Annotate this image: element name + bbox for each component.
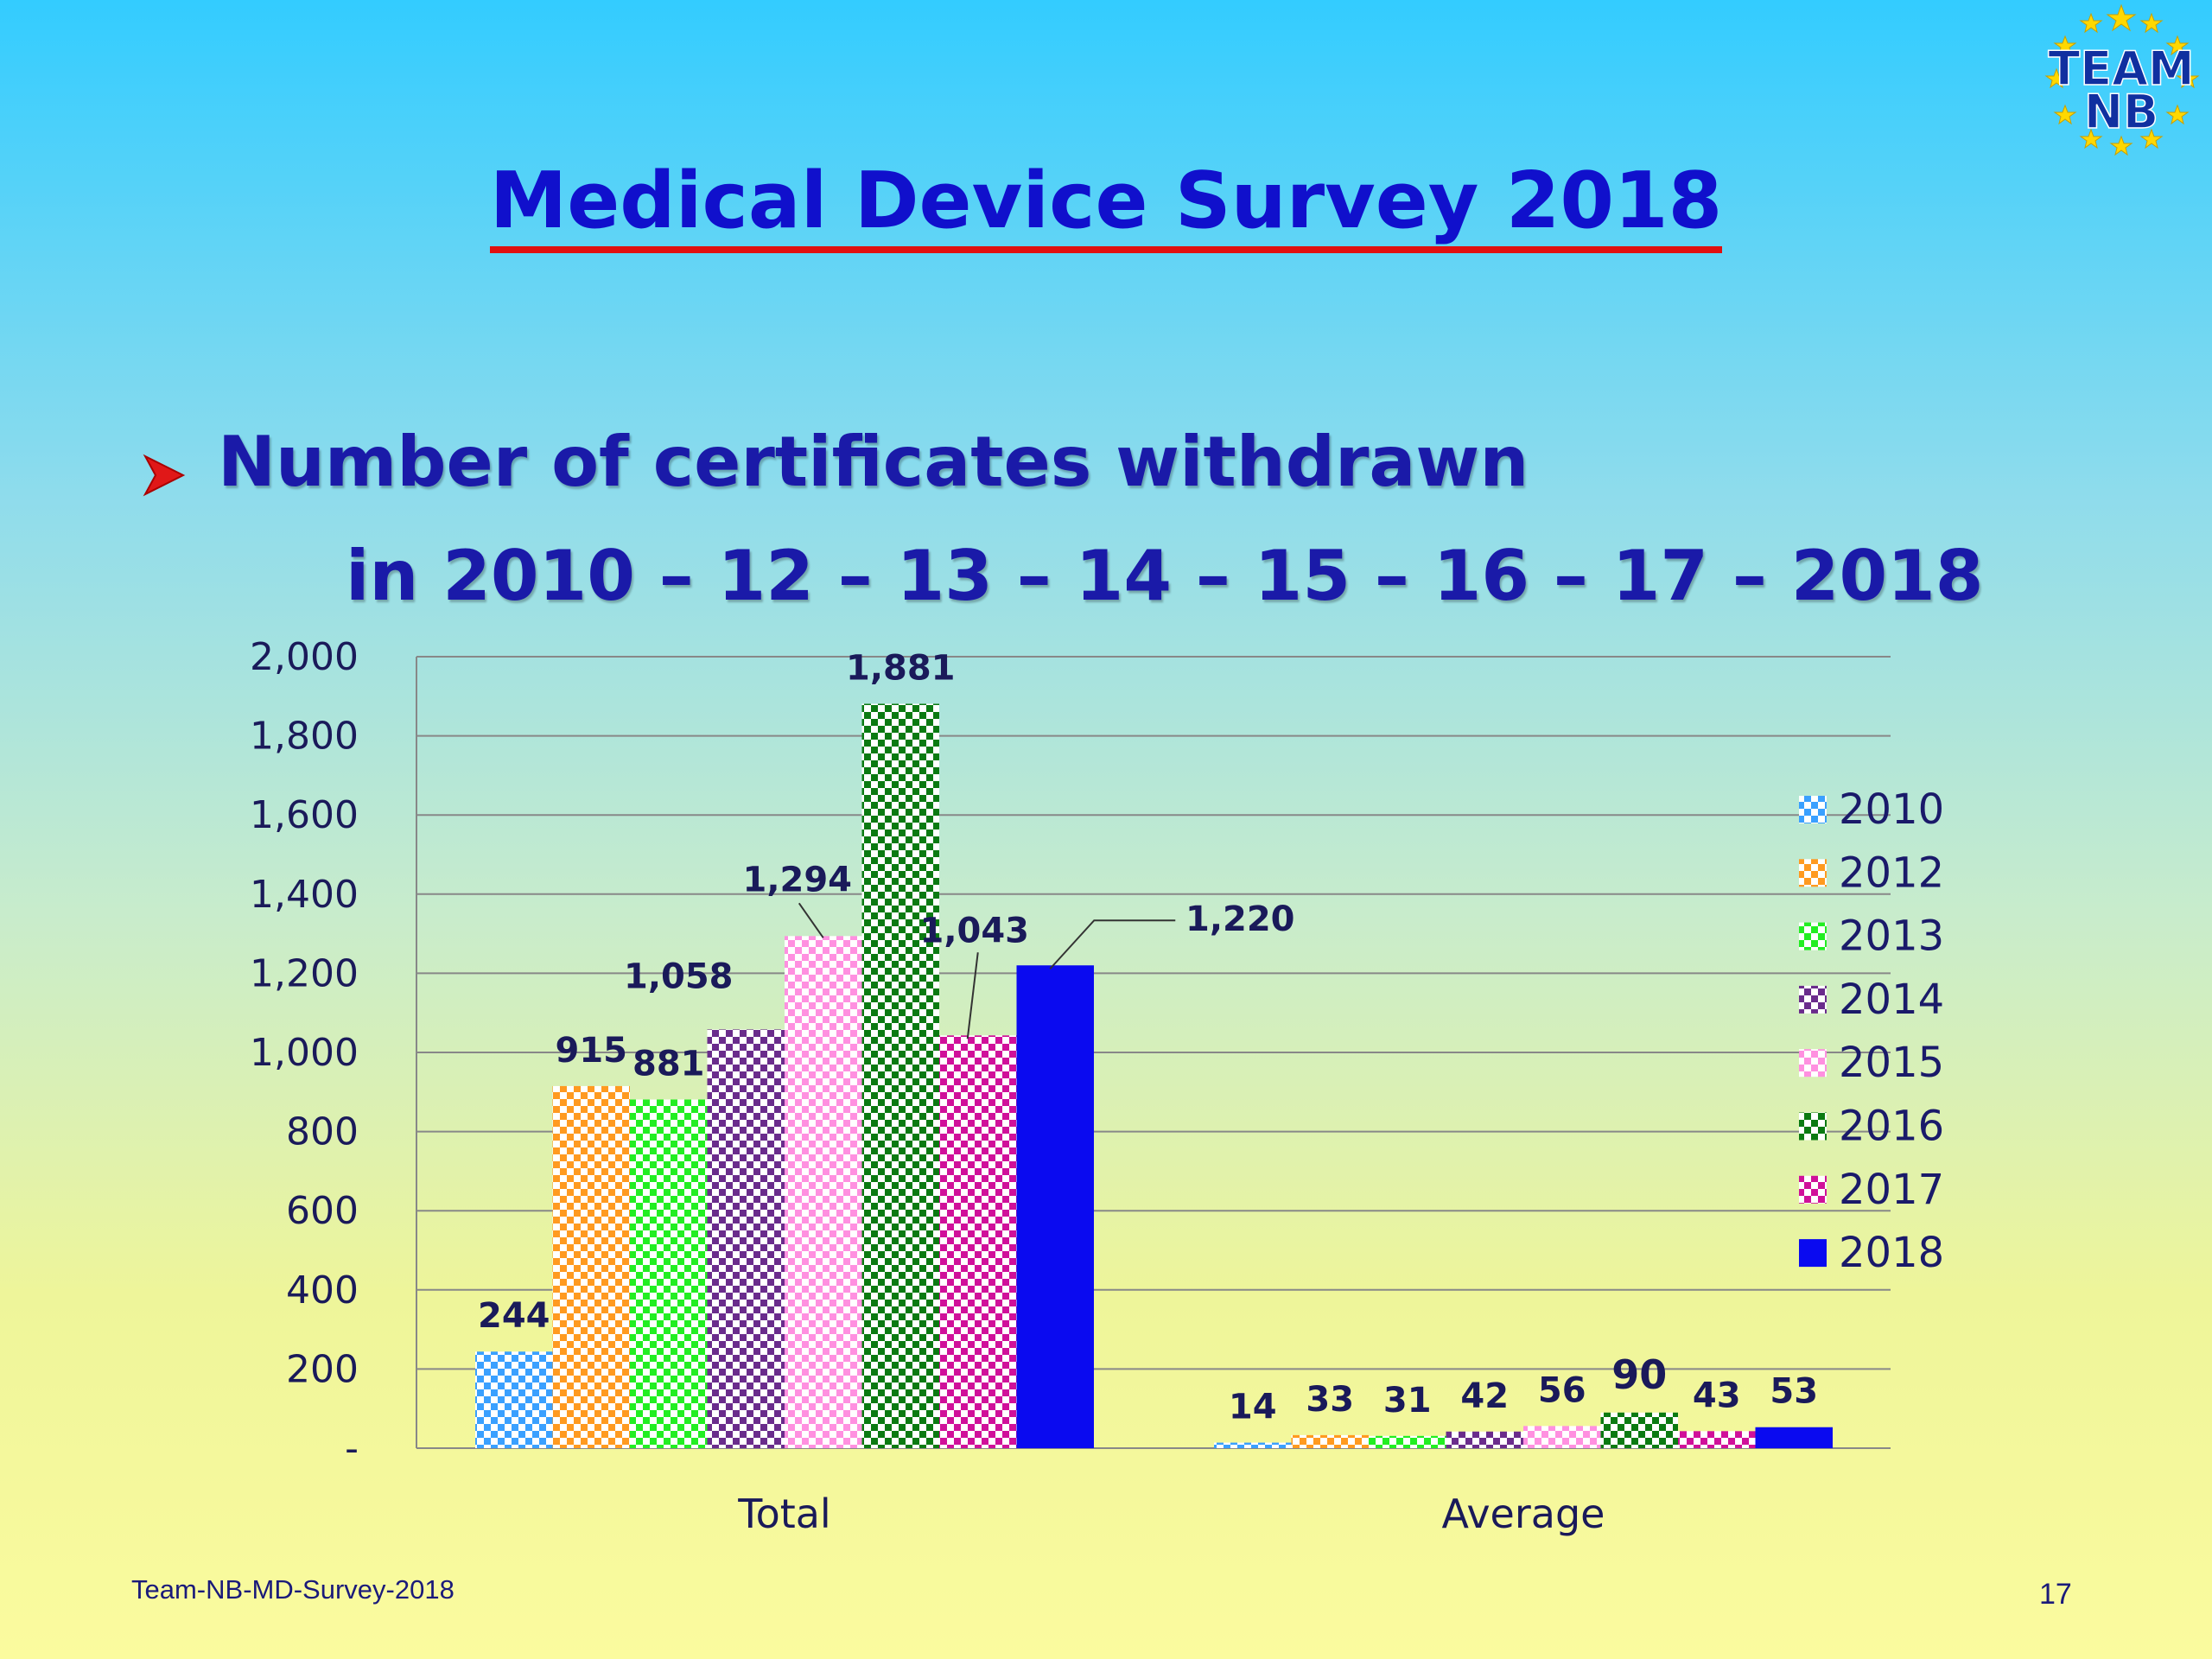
- bar-average-2018: [1755, 1427, 1833, 1448]
- data-label: 33: [1306, 1380, 1354, 1420]
- data-label: 53: [1770, 1372, 1818, 1412]
- data-label: 881: [632, 1045, 705, 1084]
- bar-average-2013: [1369, 1435, 1446, 1448]
- y-tick-label: 1,000: [250, 1031, 359, 1075]
- legend-swatch-2014: [1799, 985, 1827, 1014]
- footer-source: Team-NB-MD-Survey-2018: [131, 1574, 454, 1605]
- x-axis-categories: Total Average: [737, 1491, 1605, 1537]
- slide-title: Medical Device Survey 2018: [0, 156, 2212, 253]
- leader-line: [798, 902, 824, 938]
- bar-total-2017: [939, 1035, 1017, 1448]
- bar-total-2010: [475, 1351, 553, 1448]
- legend-label: 2010: [1839, 785, 1944, 834]
- chart-legend: 2010 2012 2013 2014 2015 2016 2017 2018: [1799, 785, 1944, 1277]
- bar-total-2018: [1016, 965, 1094, 1448]
- y-axis-ticks: - 200 400 600 800 1,000 1,200 1,400 1,600 1,800 2,…: [250, 635, 359, 1471]
- bar-total-2015: [785, 936, 862, 1448]
- data-labels: 244 915 881 1,058 1,294 1,881 1,043 1,220 14 33 31…: [478, 649, 1818, 1427]
- data-label: 1,294: [742, 860, 852, 899]
- category-label: Total: [737, 1491, 830, 1537]
- data-label: 43: [1693, 1376, 1741, 1415]
- legend-label: 2013: [1839, 912, 1944, 961]
- data-label: 1,881: [846, 649, 956, 689]
- logo-text-bottom: NB: [2084, 85, 2158, 139]
- bullet-arrow-icon: [138, 437, 190, 518]
- data-label: 1,058: [624, 957, 734, 996]
- y-tick-label: 1,200: [250, 951, 359, 995]
- chart-bars: [475, 703, 1833, 1448]
- data-label: 42: [1460, 1376, 1509, 1416]
- bar-average-2010: [1214, 1442, 1292, 1448]
- legend-swatch-2018: [1799, 1239, 1827, 1268]
- logo-stars: [2044, 3, 2200, 156]
- y-tick-label: 1,600: [250, 793, 359, 837]
- leader-line: [1049, 919, 1176, 969]
- legend-swatch-2016: [1799, 1112, 1827, 1141]
- y-tick-label: 200: [286, 1347, 359, 1391]
- logo-text-top: TEAM: [2048, 41, 2194, 96]
- legend-label: 2015: [1839, 1039, 1944, 1087]
- bar-total-2013: [630, 1099, 708, 1448]
- data-label: 244: [478, 1296, 550, 1336]
- legend-swatch-2013: [1799, 922, 1827, 950]
- data-label: 1,220: [1185, 899, 1295, 939]
- legend-label: 2012: [1839, 849, 1944, 897]
- legend-swatch-2015: [1799, 1049, 1827, 1077]
- bullet-text: Number of certificates withdrawn: [218, 422, 1529, 502]
- bar-average-2014: [1446, 1431, 1523, 1448]
- bar-total-2016: [861, 703, 939, 1448]
- leader-line: [966, 952, 979, 1039]
- data-label: 915: [556, 1031, 628, 1071]
- legend-label: 2014: [1839, 976, 1944, 1024]
- data-label: 1,043: [919, 911, 1029, 950]
- slide-title-text: Medical Device Survey 2018: [489, 160, 1723, 253]
- y-tick-label: 1,800: [250, 715, 359, 759]
- data-label: 90: [1611, 1351, 1667, 1398]
- bar-average-2012: [1291, 1434, 1369, 1448]
- legend-label: 2016: [1839, 1103, 1944, 1151]
- bar-total-2014: [707, 1029, 785, 1448]
- legend-label: 2017: [1839, 1166, 1944, 1214]
- bullet-subline: in 2010 – 12 – 13 – 14 – 15 – 16 – 17 – …: [346, 536, 1984, 616]
- bar-average-2017: [1678, 1431, 1756, 1448]
- data-label: 56: [1538, 1370, 1586, 1410]
- y-tick-label: 400: [286, 1268, 359, 1313]
- legend-swatch-2017: [1799, 1175, 1827, 1204]
- data-label: 14: [1229, 1388, 1277, 1427]
- y-tick-label: 2,000: [250, 635, 359, 679]
- category-label: Average: [1442, 1491, 1605, 1537]
- label-leader-lines: [798, 902, 1176, 1039]
- bar-average-2016: [1600, 1412, 1678, 1448]
- y-tick-label: 800: [286, 1110, 359, 1154]
- legend-swatch-2010: [1799, 796, 1827, 823]
- bar-total-2012: [552, 1085, 630, 1448]
- team-nb-logo: TEAM NB: [2044, 3, 2200, 156]
- data-label: 31: [1383, 1381, 1432, 1421]
- y-tick-label: 1,400: [250, 873, 359, 917]
- y-tick-label: -: [345, 1427, 359, 1471]
- legend-swatch-2012: [1799, 859, 1827, 887]
- bar-average-2015: [1523, 1426, 1601, 1448]
- legend-label: 2018: [1839, 1229, 1944, 1277]
- y-tick-label: 600: [286, 1189, 359, 1233]
- page-number: 17: [2039, 1578, 2072, 1611]
